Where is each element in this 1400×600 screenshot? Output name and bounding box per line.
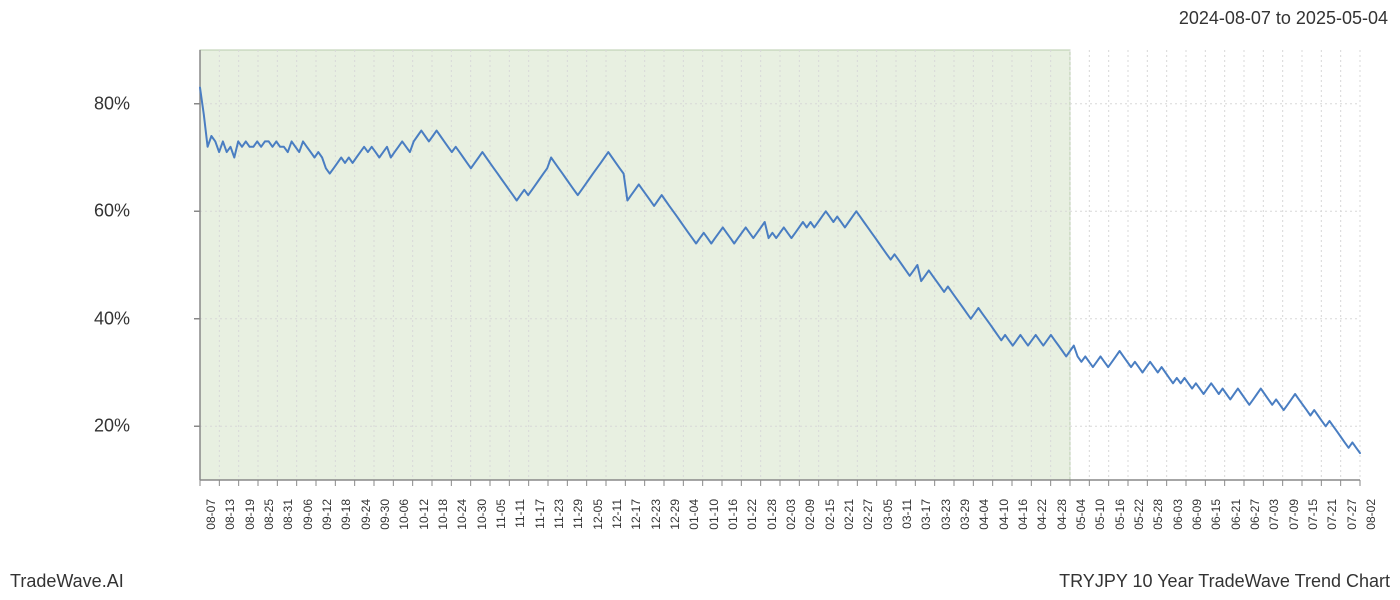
x-tick-label: 05-16 (1113, 499, 1127, 530)
x-tick-label: 09-24 (359, 499, 373, 530)
y-tick-label: 80% (94, 93, 130, 114)
x-tick-label: 03-05 (881, 499, 895, 530)
x-tick-label: 08-25 (262, 499, 276, 530)
x-tick-label: 02-03 (784, 499, 798, 530)
x-tick-label: 08-02 (1364, 499, 1378, 530)
x-tick-label: 10-24 (455, 499, 469, 530)
x-tick-label: 01-10 (707, 499, 721, 530)
x-tick-label: 09-12 (320, 499, 334, 530)
x-tick-label: 11-17 (533, 499, 547, 529)
brand-label: TradeWave.AI (10, 571, 124, 592)
x-tick-label: 02-09 (803, 499, 817, 530)
x-tick-label: 03-11 (900, 499, 914, 529)
x-tick-label: 04-16 (1016, 499, 1030, 530)
x-tick-label: 12-17 (629, 499, 643, 530)
x-tick-label: 09-30 (378, 499, 392, 530)
date-range-label: 2024-08-07 to 2025-05-04 (1179, 8, 1388, 29)
x-tick-label: 06-03 (1171, 499, 1185, 530)
x-tick-label: 07-03 (1267, 499, 1281, 530)
x-tick-label: 07-21 (1325, 499, 1339, 530)
x-tick-label: 05-04 (1074, 499, 1088, 530)
x-tick-label: 01-16 (726, 499, 740, 530)
x-tick-label: 01-22 (745, 499, 759, 530)
y-tick-label: 40% (94, 308, 130, 329)
x-tick-label: 10-12 (417, 499, 431, 530)
x-tick-label: 06-15 (1209, 499, 1223, 530)
x-tick-label: 04-04 (977, 499, 991, 530)
x-tick-label: 12-23 (649, 499, 663, 530)
x-tick-label: 04-22 (1035, 499, 1049, 530)
trend-chart (140, 40, 1370, 490)
x-tick-label: 07-27 (1345, 499, 1359, 530)
x-tick-label: 05-22 (1132, 499, 1146, 530)
x-tick-label: 03-29 (958, 499, 972, 530)
x-tick-label: 01-04 (687, 499, 701, 530)
x-tick-label: 12-05 (591, 499, 605, 530)
x-tick-label: 06-09 (1190, 499, 1204, 530)
x-tick-label: 09-18 (339, 499, 353, 530)
x-tick-label: 10-18 (436, 499, 450, 530)
x-tick-label: 03-17 (919, 499, 933, 530)
x-tick-label: 08-07 (204, 499, 218, 530)
x-tick-label: 08-13 (223, 499, 237, 530)
x-tick-label: 02-15 (823, 499, 837, 530)
x-tick-label: 05-28 (1151, 499, 1165, 530)
x-tick-label: 10-06 (397, 499, 411, 530)
x-tick-label: 11-29 (571, 499, 585, 529)
x-axis-labels: 08-07 08-13 08-19 08-25 08-31 09-06 09-12 09-18… (140, 495, 1370, 565)
x-tick-label: 06-27 (1248, 499, 1262, 530)
x-tick-label: 12-11 (610, 499, 624, 529)
x-tick-label: 02-27 (861, 499, 875, 530)
x-tick-label: 02-21 (842, 499, 856, 530)
x-tick-label: 12-29 (668, 499, 682, 530)
chart-container: 20%40%60%80% (140, 40, 1370, 490)
x-tick-label: 10-30 (475, 499, 489, 530)
chart-title: TRYJPY 10 Year TradeWave Trend Chart (1059, 571, 1390, 592)
y-tick-label: 20% (94, 416, 130, 437)
x-tick-label: 01-28 (765, 499, 779, 530)
x-tick-label: 09-06 (301, 499, 315, 530)
x-tick-label: 05-10 (1093, 499, 1107, 530)
x-tick-label: 08-31 (281, 499, 295, 530)
x-tick-label: 04-28 (1055, 499, 1069, 530)
x-tick-label: 04-10 (997, 499, 1011, 530)
x-tick-label: 06-21 (1229, 499, 1243, 530)
x-tick-label: 08-19 (243, 499, 257, 530)
x-tick-label: 11-05 (494, 499, 508, 529)
x-tick-label: 11-11 (513, 499, 527, 528)
x-tick-label: 11-23 (552, 499, 566, 529)
x-tick-label: 03-23 (939, 499, 953, 530)
x-tick-label: 07-09 (1287, 499, 1301, 530)
x-tick-label: 07-15 (1306, 499, 1320, 530)
y-tick-label: 60% (94, 201, 130, 222)
